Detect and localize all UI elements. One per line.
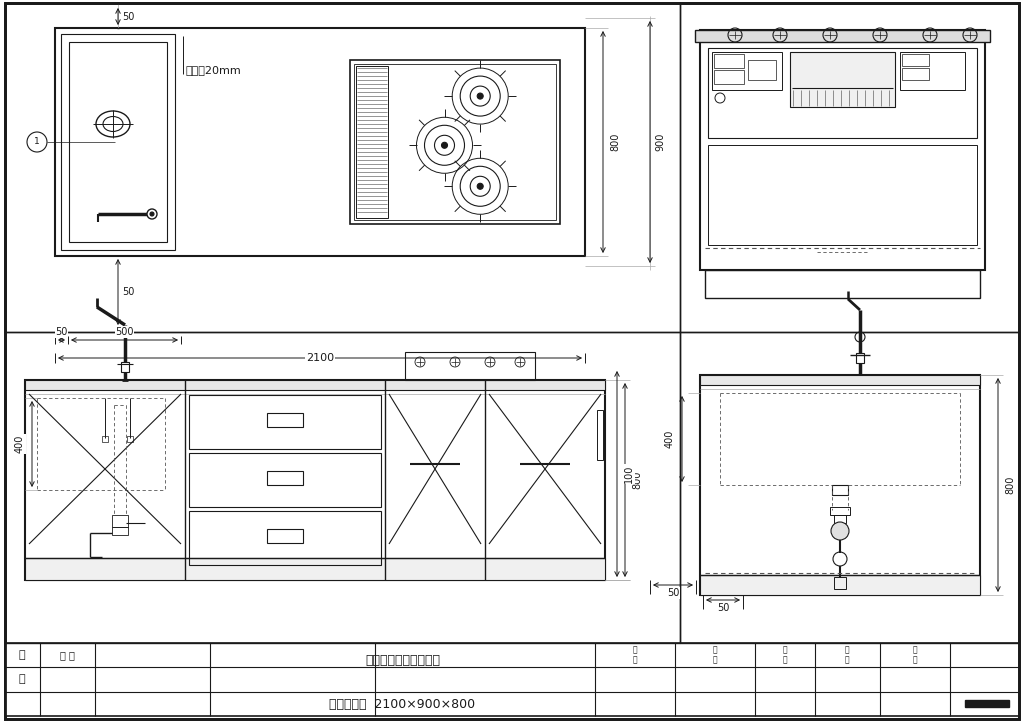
- Bar: [902, 54, 929, 66]
- Text: 50: 50: [122, 287, 134, 297]
- Bar: [25, 380, 605, 390]
- Text: 2100: 2100: [306, 353, 334, 363]
- Circle shape: [441, 142, 447, 149]
- Text: 製
図: 製 図: [782, 645, 787, 665]
- Text: 株式会社ワンコライフ: 株式会社ワンコライフ: [365, 653, 440, 666]
- Bar: [790, 52, 895, 107]
- Text: 800: 800: [1005, 476, 1015, 494]
- Text: 400: 400: [665, 430, 675, 448]
- Bar: [856, 353, 864, 363]
- Bar: [680, 332, 1019, 643]
- Bar: [69, 42, 167, 242]
- Text: 800: 800: [610, 133, 620, 151]
- Bar: [55, 28, 585, 256]
- Bar: [267, 529, 303, 543]
- Bar: [267, 471, 303, 485]
- Text: 100: 100: [624, 465, 634, 483]
- Bar: [189, 453, 381, 507]
- Bar: [189, 511, 381, 565]
- Bar: [680, 3, 1019, 332]
- Bar: [714, 54, 744, 68]
- Text: 調理実習台  2100×900×800: 調理実習台 2100×900×800: [330, 697, 475, 710]
- Bar: [121, 362, 129, 372]
- Bar: [705, 270, 980, 298]
- Bar: [356, 66, 388, 218]
- Bar: [112, 515, 128, 527]
- Text: 500: 500: [116, 327, 134, 337]
- Text: 訂: 訂: [18, 650, 26, 660]
- Bar: [406, 352, 535, 380]
- Bar: [700, 30, 985, 270]
- Circle shape: [477, 93, 483, 99]
- Bar: [831, 485, 848, 495]
- Bar: [700, 575, 980, 595]
- Bar: [354, 64, 556, 220]
- Bar: [700, 375, 980, 595]
- Bar: [267, 413, 303, 427]
- Bar: [25, 558, 605, 580]
- Bar: [5, 643, 1019, 716]
- Bar: [102, 436, 108, 442]
- Bar: [695, 30, 990, 42]
- Text: 400: 400: [15, 435, 25, 454]
- Text: 800: 800: [632, 471, 642, 489]
- Text: 承
認: 承 認: [633, 645, 637, 665]
- Bar: [189, 395, 381, 449]
- Text: 50: 50: [667, 588, 679, 598]
- Text: 段落ち20mm: 段落ち20mm: [185, 65, 241, 75]
- Text: 月 日: 月 日: [59, 650, 75, 660]
- Bar: [830, 507, 850, 515]
- Text: 正: 正: [18, 674, 26, 684]
- Text: 50: 50: [55, 327, 68, 337]
- Text: 検
図: 検 図: [713, 645, 718, 665]
- Text: 900: 900: [655, 133, 665, 151]
- Bar: [708, 48, 977, 138]
- Bar: [25, 380, 605, 580]
- Text: 50: 50: [717, 603, 729, 613]
- Bar: [714, 70, 744, 84]
- Bar: [902, 68, 929, 80]
- Text: 1: 1: [34, 138, 40, 146]
- Circle shape: [150, 212, 154, 216]
- Bar: [700, 375, 980, 385]
- Bar: [597, 410, 603, 460]
- Bar: [834, 577, 846, 589]
- Bar: [5, 3, 680, 332]
- Text: 尺
度: 尺 度: [912, 645, 918, 665]
- Bar: [900, 52, 965, 90]
- Bar: [5, 332, 680, 643]
- Bar: [350, 60, 560, 224]
- Bar: [748, 60, 776, 80]
- Bar: [112, 527, 128, 535]
- Bar: [127, 436, 133, 442]
- Bar: [61, 34, 175, 250]
- Bar: [708, 145, 977, 245]
- Circle shape: [477, 183, 483, 190]
- Text: 日
付: 日 付: [845, 645, 849, 665]
- Bar: [965, 700, 1009, 707]
- Circle shape: [147, 209, 157, 219]
- Text: 50: 50: [122, 12, 134, 22]
- Bar: [834, 515, 846, 523]
- Bar: [712, 52, 782, 90]
- Circle shape: [831, 522, 849, 540]
